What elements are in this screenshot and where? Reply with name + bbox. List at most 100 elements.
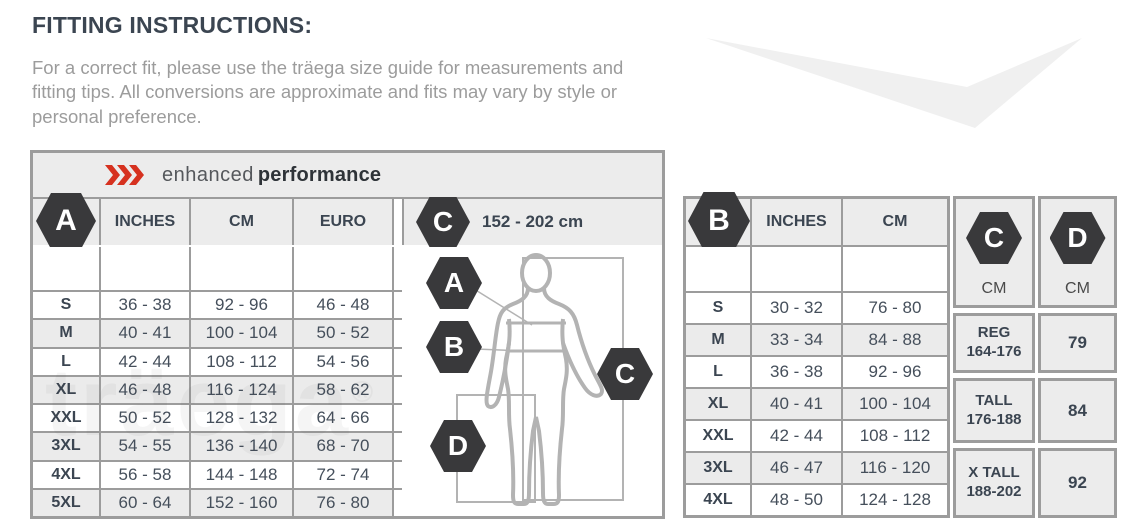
- table-row: XXL 42 - 44 108 - 112: [686, 421, 947, 453]
- cm-value: 76 - 80: [843, 293, 947, 323]
- inseam-value-box: 84: [1038, 378, 1117, 443]
- swoosh-decoration-icon: [706, 38, 1082, 128]
- size-label: S: [33, 292, 101, 319]
- inseam-value-box: 92: [1038, 448, 1117, 518]
- size-label: XXL: [33, 405, 101, 432]
- length-range: 176-188: [966, 410, 1022, 428]
- inches-value: 30 - 32: [752, 293, 843, 323]
- table-row: 5XL 60 - 64 152 - 160 76 - 80: [33, 489, 402, 516]
- euro-value: 46 - 48: [294, 292, 394, 319]
- length-column-c: C CM REG 164-176 TALL 176-188 X TALL 188…: [953, 196, 1035, 518]
- column-header-inches: INCHES: [752, 199, 843, 245]
- size-label: 3XL: [33, 433, 101, 460]
- length-range-box: TALL 176-188: [953, 378, 1035, 443]
- figure-marker-d-icon: D: [430, 420, 486, 472]
- inches-value: 42 - 44: [752, 421, 843, 451]
- euro-value: 68 - 70: [294, 433, 394, 460]
- cm-value: 124 - 128: [843, 485, 947, 515]
- size-label: L: [33, 348, 101, 375]
- unit-label: CM: [1065, 280, 1090, 297]
- inches-value: 40 - 41: [101, 320, 191, 347]
- euro-value: 76 - 80: [294, 489, 394, 516]
- cm-value: 100 - 104: [191, 320, 294, 347]
- cm-value: 116 - 124: [191, 376, 294, 403]
- table-row: XL 40 - 41 100 - 104: [686, 389, 947, 421]
- brand-name-light: enhanced: [162, 163, 254, 186]
- page-description: For a correct fit, please use the träega…: [32, 57, 624, 127]
- cm-value: 92 - 96: [191, 292, 294, 319]
- size-label: XXL: [686, 421, 752, 451]
- size-label: XL: [686, 389, 752, 419]
- cm-value: 108 - 112: [843, 421, 947, 451]
- inches-value: 46 - 47: [752, 453, 843, 483]
- column-header-cm: CM: [843, 199, 947, 245]
- table-row: L 42 - 44 108 - 112 54 - 56: [33, 348, 402, 377]
- table-a-header-row: A INCHES CM EURO C 152 - 202 cm: [33, 193, 662, 249]
- spacer-row: [33, 247, 402, 292]
- upper-body-size-table: enhanced performance A INCHES CM EURO C …: [30, 150, 665, 519]
- brand-bar: enhanced performance: [33, 153, 662, 199]
- table-row: 4XL 48 - 50 124 - 128: [686, 485, 947, 515]
- table-b-marker-cell: B: [686, 192, 752, 250]
- length-label: REG: [977, 324, 1011, 342]
- height-header-cell: C 152 - 202 cm: [394, 197, 662, 247]
- inches-value: 36 - 38: [101, 292, 191, 319]
- cm-value: 108 - 112: [191, 348, 294, 375]
- inches-value: 36 - 38: [752, 357, 843, 387]
- inches-value: 50 - 52: [101, 405, 191, 432]
- euro-value: 64 - 66: [294, 405, 394, 432]
- table-row: 4XL 56 - 58 144 - 148 72 - 74: [33, 461, 402, 490]
- inseam-value: 79: [1068, 333, 1087, 352]
- table-row: M 40 - 41 100 - 104 50 - 52: [33, 320, 402, 349]
- column-header-inches: INCHES: [101, 199, 191, 245]
- length-range-box: REG 164-176: [953, 313, 1035, 373]
- inches-value: 42 - 44: [101, 348, 191, 375]
- size-label: XL: [33, 376, 101, 403]
- table-row: XL 46 - 48 116 - 124 58 - 62: [33, 376, 402, 405]
- brand-name-bold: performance: [257, 163, 382, 186]
- cm-value: 116 - 120: [843, 453, 947, 483]
- hexagon-c-icon: C: [416, 197, 470, 247]
- cm-value: 100 - 104: [843, 389, 947, 419]
- length-c-header: C CM: [953, 196, 1035, 308]
- table-a-rows: S 36 - 38 92 - 96 46 - 48 M 40 - 41 100 …: [33, 247, 402, 516]
- table-row: S 30 - 32 76 - 80: [686, 293, 947, 325]
- hexagon-d-icon: D: [1049, 212, 1106, 264]
- inseam-value: 84: [1068, 400, 1087, 420]
- body-silhouette-icon: [456, 253, 624, 506]
- column-header-cm: CM: [191, 199, 294, 245]
- table-b-rows: S 30 - 32 76 - 80 M 33 - 34 84 - 88 L 36…: [686, 247, 947, 515]
- size-label: 5XL: [33, 489, 101, 516]
- length-label: TALL: [975, 391, 1013, 409]
- page-title: FITTING INSTRUCTIONS:: [32, 12, 313, 38]
- size-label: 3XL: [686, 453, 752, 483]
- size-label: L: [686, 357, 752, 387]
- inches-value: 56 - 58: [101, 461, 191, 488]
- table-row: L 36 - 38 92 - 96: [686, 357, 947, 389]
- column-header-euro: EURO: [294, 199, 394, 245]
- inches-value: 46 - 48: [101, 376, 191, 403]
- waist-size-table: B INCHES CM S 30 - 32 76 - 80 M 33: [683, 192, 950, 518]
- figure-marker-a-icon: A: [426, 257, 482, 309]
- table-b-header-row: B INCHES CM: [686, 192, 947, 250]
- table-row: M 33 - 34 84 - 88: [686, 325, 947, 357]
- inches-value: 48 - 50: [752, 485, 843, 515]
- table-a-marker-cell: A: [33, 193, 101, 249]
- cm-value: 152 - 160: [191, 489, 294, 516]
- inches-value: 33 - 34: [752, 325, 843, 355]
- inseam-d-header: D CM: [1038, 196, 1117, 308]
- brand-logo: enhanced performance: [105, 164, 381, 187]
- size-label: M: [686, 325, 752, 355]
- hexagon-a-icon: A: [36, 193, 96, 249]
- triple-chevron-right-icon: [105, 165, 144, 185]
- inches-value: 54 - 55: [101, 433, 191, 460]
- cm-value: 136 - 140: [191, 433, 294, 460]
- size-label: M: [33, 320, 101, 347]
- table-row: 3XL 46 - 47 116 - 120: [686, 453, 947, 485]
- hexagon-b-icon: B: [688, 192, 750, 250]
- inches-value: 40 - 41: [752, 389, 843, 419]
- cm-value: 128 - 132: [191, 405, 294, 432]
- size-label: 4XL: [33, 461, 101, 488]
- hexagon-c-icon: C: [966, 212, 1022, 264]
